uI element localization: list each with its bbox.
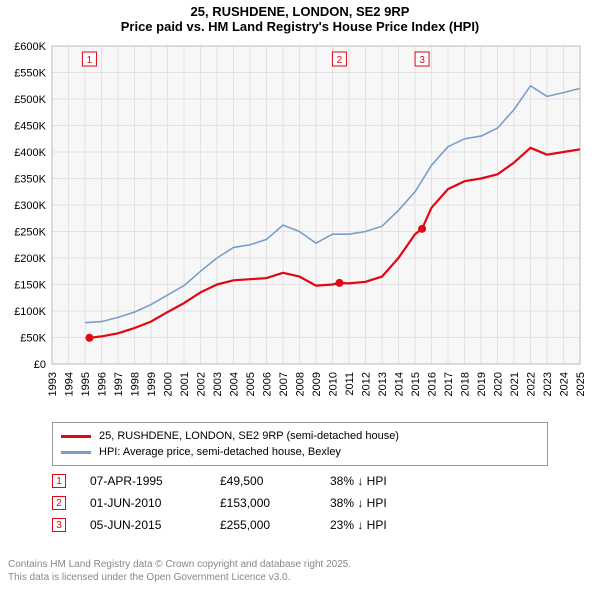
svg-text:1995: 1995: [80, 372, 92, 396]
svg-text:2000: 2000: [163, 372, 175, 396]
svg-text:£350K: £350K: [14, 174, 46, 186]
svg-text:2016: 2016: [427, 372, 439, 396]
sale-marker: 3: [52, 518, 66, 532]
svg-text:£500K: £500K: [14, 94, 46, 106]
svg-text:2023: 2023: [542, 372, 554, 396]
svg-text:£400K: £400K: [14, 147, 46, 159]
svg-text:2024: 2024: [559, 372, 571, 396]
svg-text:£100K: £100K: [14, 306, 46, 318]
svg-text:£50K: £50K: [20, 333, 46, 345]
svg-text:2004: 2004: [229, 372, 241, 396]
legend-label: HPI: Average price, semi-detached house,…: [99, 446, 341, 458]
svg-text:2007: 2007: [278, 372, 290, 396]
title-address: 25, RUSHDENE, LONDON, SE2 9RP: [0, 4, 600, 19]
svg-text:£300K: £300K: [14, 200, 46, 212]
sale-delta: 38% ↓ HPI: [330, 496, 430, 510]
sales-table: 1 07-APR-1995£49,50038% ↓ HPI 2 01-JUN-2010…: [52, 470, 430, 536]
sale-date: 01-JUN-2010: [90, 496, 220, 510]
svg-text:2001: 2001: [179, 372, 191, 396]
svg-text:2005: 2005: [245, 372, 257, 396]
svg-text:£600K: £600K: [14, 41, 46, 53]
svg-text:2012: 2012: [361, 372, 373, 396]
sale-date: 05-JUN-2015: [90, 518, 220, 532]
svg-text:2008: 2008: [295, 372, 307, 396]
sale-price: £49,500: [220, 474, 330, 488]
footer: Contains HM Land Registry data © Crown c…: [8, 558, 592, 584]
sale-marker: 1: [52, 474, 66, 488]
svg-text:2009: 2009: [311, 372, 323, 396]
chart-area: £0 £50K £100K £150K £200K £250K £300K £350K £400…: [0, 38, 600, 418]
svg-text:1996: 1996: [97, 372, 109, 396]
svg-text:£450K: £450K: [14, 121, 46, 133]
legend-item: HPI: Average price, semi-detached house,…: [61, 444, 539, 460]
svg-text:£250K: £250K: [14, 227, 46, 239]
sale-date: 07-APR-1995: [90, 474, 220, 488]
chart-svg: £0 £50K £100K £150K £200K £250K £300K £350K £400…: [0, 38, 600, 418]
legend: 25, RUSHDENE, LONDON, SE2 9RP (semi-deta…: [52, 422, 548, 466]
title-area: 25, RUSHDENE, LONDON, SE2 9RP Price paid…: [0, 0, 600, 34]
svg-text:2013: 2013: [377, 372, 389, 396]
svg-text:2020: 2020: [493, 372, 505, 396]
title-subtitle: Price paid vs. HM Land Registry's House …: [0, 19, 600, 34]
svg-text:1993: 1993: [47, 372, 59, 396]
svg-text:2022: 2022: [526, 372, 538, 396]
svg-text:2014: 2014: [394, 372, 406, 396]
sales-row: 1 07-APR-1995£49,50038% ↓ HPI: [52, 470, 430, 492]
svg-text:2011: 2011: [344, 372, 356, 396]
svg-text:1994: 1994: [64, 372, 76, 396]
svg-text:2019: 2019: [476, 372, 488, 396]
svg-text:2002: 2002: [196, 372, 208, 396]
svg-text:1998: 1998: [130, 372, 142, 396]
sale-price: £153,000: [220, 496, 330, 510]
legend-item: 25, RUSHDENE, LONDON, SE2 9RP (semi-deta…: [61, 428, 539, 444]
svg-text:2021: 2021: [509, 372, 521, 396]
svg-text:2010: 2010: [328, 372, 340, 396]
sales-row: 2 01-JUN-2010£153,00038% ↓ HPI: [52, 492, 430, 514]
svg-text:2015: 2015: [410, 372, 422, 396]
sale-delta: 38% ↓ HPI: [330, 474, 430, 488]
svg-text:2: 2: [337, 55, 343, 66]
svg-text:3: 3: [419, 55, 425, 66]
svg-text:£0: £0: [34, 359, 46, 371]
legend-label: 25, RUSHDENE, LONDON, SE2 9RP (semi-deta…: [99, 430, 399, 442]
legend-swatch: [61, 435, 91, 438]
svg-text:1999: 1999: [146, 372, 158, 396]
sale-price: £255,000: [220, 518, 330, 532]
chart-container: 25, RUSHDENE, LONDON, SE2 9RP Price paid…: [0, 0, 600, 590]
svg-text:£200K: £200K: [14, 253, 46, 265]
footer-line2: This data is licensed under the Open Gov…: [8, 571, 592, 584]
sale-delta: 23% ↓ HPI: [330, 518, 430, 532]
svg-text:2003: 2003: [212, 372, 224, 396]
sales-row: 3 05-JUN-2015£255,00023% ↓ HPI: [52, 514, 430, 536]
svg-text:2018: 2018: [460, 372, 472, 396]
svg-text:£150K: £150K: [14, 280, 46, 292]
svg-text:2017: 2017: [443, 372, 455, 396]
legend-swatch: [61, 451, 91, 454]
svg-text:£550K: £550K: [14, 68, 46, 80]
svg-text:1997: 1997: [113, 372, 125, 396]
svg-text:2025: 2025: [575, 372, 587, 396]
sale-marker: 2: [52, 496, 66, 510]
footer-line1: Contains HM Land Registry data © Crown c…: [8, 558, 592, 571]
svg-text:1: 1: [87, 55, 93, 66]
svg-text:2006: 2006: [262, 372, 274, 396]
